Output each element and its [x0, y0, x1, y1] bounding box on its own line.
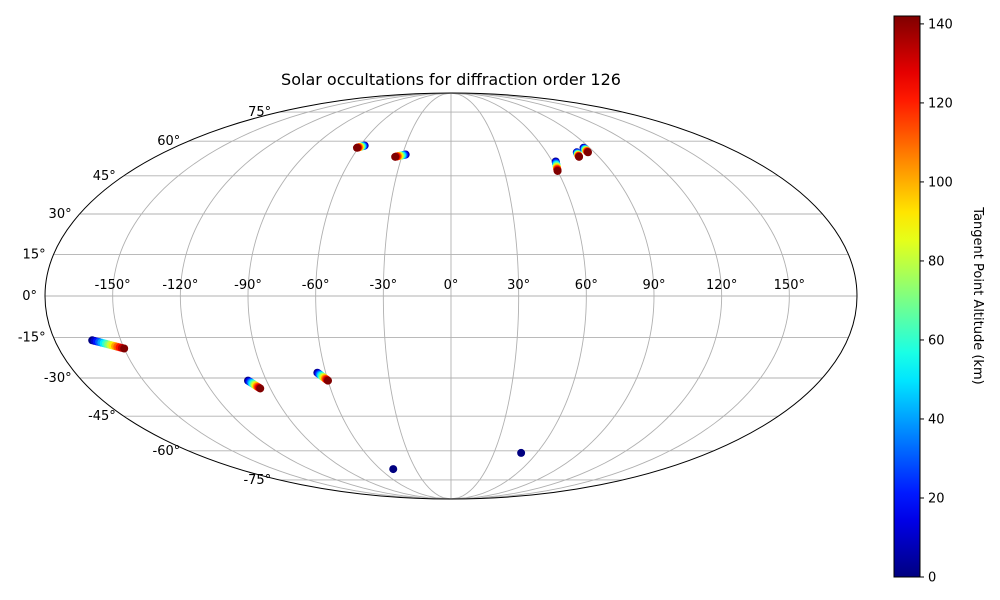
latitude-tick-label: 45° — [93, 169, 116, 184]
mollweide-map: -150° -120° -90° -60° -30° 0° 30° 60° 90° 120° 150… — [18, 92, 858, 500]
latitude-tick-label: 75° — [248, 105, 271, 120]
colorbar-tick-label: 60 — [928, 333, 945, 348]
occultation-point — [583, 148, 592, 157]
longitude-tick-label: -90° — [234, 278, 262, 293]
occultation-points — [88, 141, 592, 474]
colorbar-tick-label: 120 — [928, 96, 953, 111]
latitude-tick-label: -45° — [88, 409, 116, 424]
colorbar-label: Tangent Point Altitude (km) — [970, 206, 985, 384]
longitude-tick-label: -60° — [302, 278, 330, 293]
map-grid — [45, 93, 857, 499]
longitude-tick-label: 0° — [444, 278, 459, 293]
longitude-tick-label: 30° — [507, 278, 530, 293]
latitude-tick-label: 15° — [23, 247, 46, 262]
colorbar-ticks: 0 20 40 60 80 100 120 140 — [920, 17, 953, 586]
colorbar-tick-label: 20 — [928, 491, 945, 506]
longitude-tick-label: -30° — [369, 278, 397, 293]
latitude-tick-label: 0° — [22, 289, 37, 304]
occultation-point — [553, 166, 562, 175]
occultation-point — [391, 152, 400, 161]
colorbar-tick-label: 100 — [928, 175, 953, 190]
latitude-tick-label: 30° — [49, 207, 72, 222]
map-boundary — [44, 92, 858, 500]
chart-title: Solar occultations for diffraction order… — [281, 70, 621, 89]
colorbar-tick-label: 40 — [928, 412, 945, 427]
longitude-tick-label: -150° — [95, 278, 131, 293]
occultation-point — [389, 465, 398, 474]
colorbar-tick-label: 80 — [928, 254, 945, 269]
occultation-point — [120, 344, 129, 353]
longitude-tick-label: 60° — [575, 278, 598, 293]
occultation-point — [323, 376, 332, 385]
colorbar-gradient — [893, 15, 921, 578]
latitude-tick-label: -15° — [18, 331, 46, 346]
latitude-tick-label: -75° — [243, 473, 271, 488]
longitude-tick-label: 90° — [642, 278, 665, 293]
occultation-point — [517, 448, 526, 457]
occultation-point — [352, 143, 361, 152]
longitude-tick-label: 120° — [706, 278, 737, 293]
occultation-point — [575, 152, 584, 161]
longitude-tick-label: 150° — [774, 278, 805, 293]
latitude-tick-labels: 75° 60° 45° 30° 15° 0° -15° -30° -45° -60° -75° — [18, 105, 271, 488]
occultation-point — [256, 384, 265, 393]
latitude-tick-label: -30° — [44, 371, 72, 386]
latitude-tick-label: -60° — [153, 444, 181, 459]
latitude-tick-label: 60° — [157, 134, 180, 149]
longitude-tick-label: -120° — [162, 278, 198, 293]
colorbar: 0 20 40 60 80 100 120 140 Tangent Point Altitud… — [893, 15, 985, 586]
colorbar-tick-label: 140 — [928, 17, 953, 32]
colorbar-tick-label: 0 — [928, 571, 936, 586]
longitude-tick-labels: -150° -120° -90° -60° -30° 0° 30° 60° 90° 120° 150… — [95, 278, 805, 293]
